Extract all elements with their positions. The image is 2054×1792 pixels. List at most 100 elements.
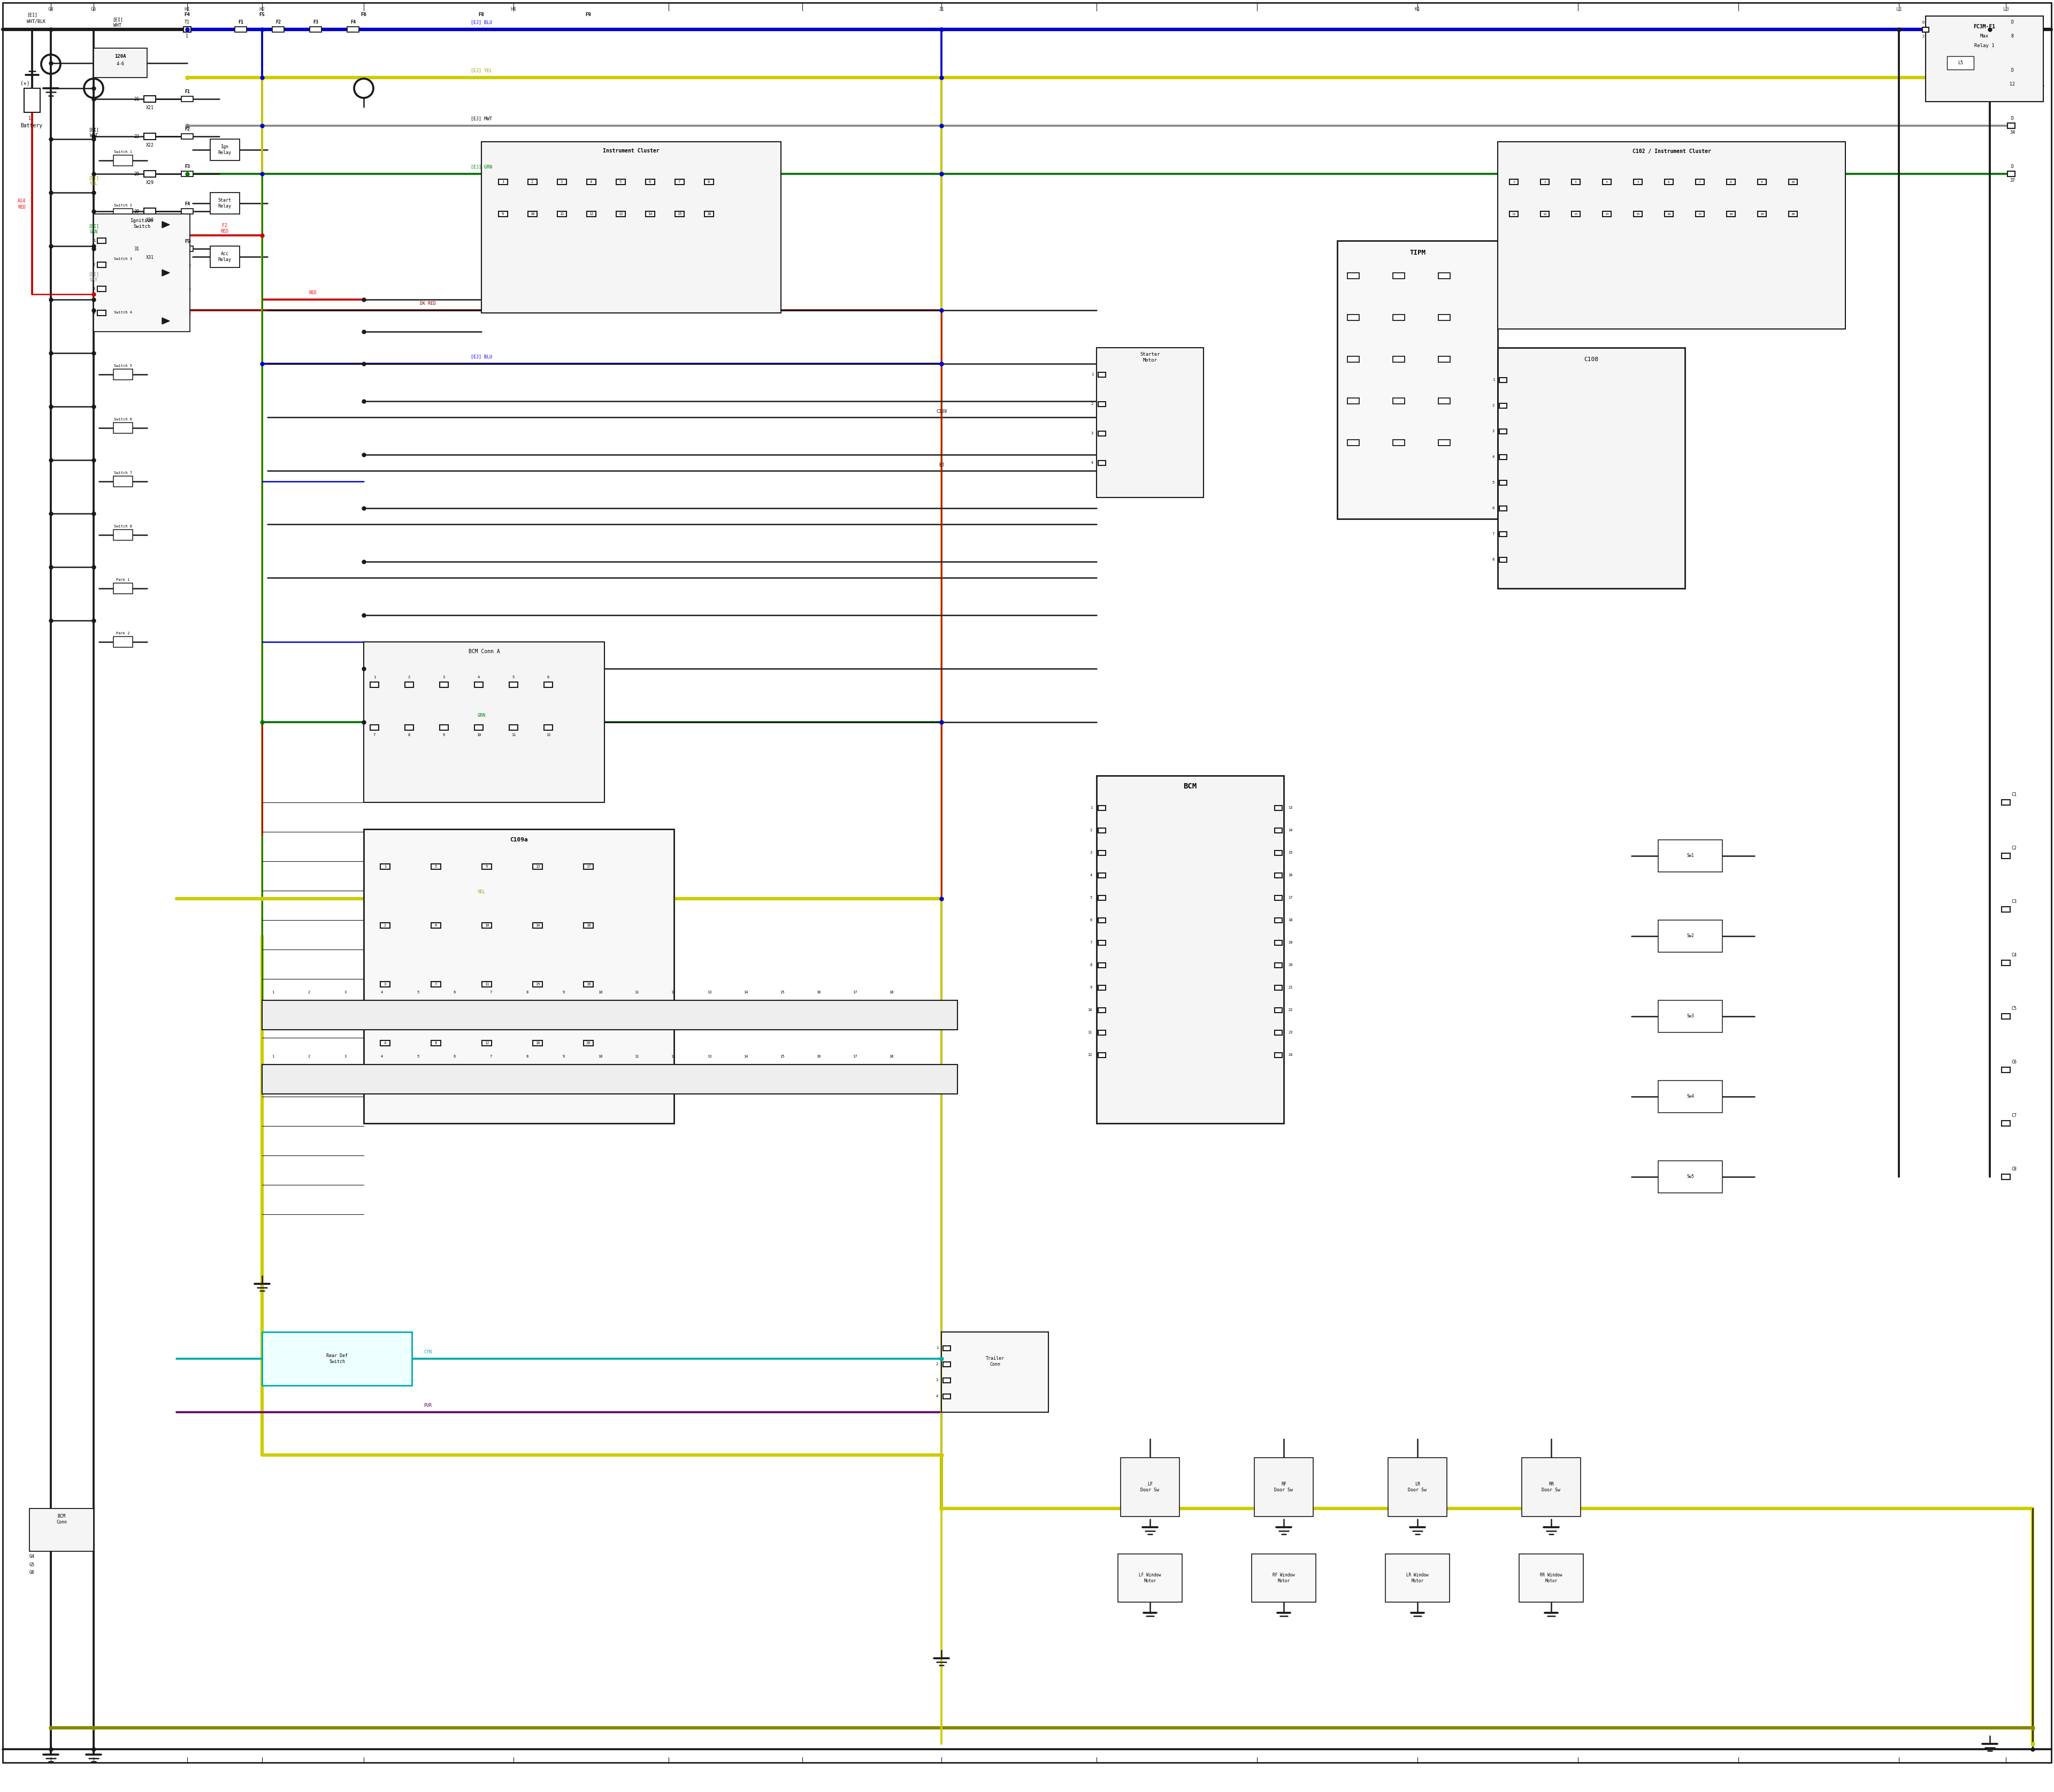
Text: 8: 8 xyxy=(435,1041,438,1045)
Text: 14: 14 xyxy=(1288,828,1292,831)
Text: C5: C5 xyxy=(2011,1007,2017,1011)
Bar xyxy=(370,683,378,688)
Text: Switch 5: Switch 5 xyxy=(113,364,131,367)
Bar xyxy=(1276,986,1282,989)
Text: X22: X22 xyxy=(146,143,154,147)
Text: 4: 4 xyxy=(479,676,481,679)
Text: Instrument Cluster: Instrument Cluster xyxy=(604,149,659,154)
Text: 14: 14 xyxy=(536,925,540,926)
Text: 8: 8 xyxy=(409,733,411,737)
Text: 12: 12 xyxy=(670,991,676,995)
Text: YEL: YEL xyxy=(477,889,485,894)
Bar xyxy=(1658,1161,1723,1193)
Bar xyxy=(1276,828,1282,833)
Bar xyxy=(676,211,684,217)
Bar xyxy=(1276,962,1282,968)
Bar xyxy=(1347,439,1360,446)
Text: 16: 16 xyxy=(1668,213,1670,215)
Bar xyxy=(1510,179,1518,185)
Bar xyxy=(1097,776,1284,1124)
Text: 15: 15 xyxy=(781,991,785,995)
Bar xyxy=(645,211,655,217)
Text: RR Window
Motor: RR Window Motor xyxy=(1540,1573,1563,1582)
Text: 10: 10 xyxy=(485,925,489,926)
Text: Switch 4: Switch 4 xyxy=(113,310,131,314)
Bar xyxy=(1276,849,1282,855)
Text: 2: 2 xyxy=(937,1362,939,1366)
Text: 7: 7 xyxy=(374,733,376,737)
Text: Sw2: Sw2 xyxy=(1686,934,1695,939)
Text: 6: 6 xyxy=(1091,919,1093,921)
Bar xyxy=(2007,75,2015,81)
Text: 15: 15 xyxy=(1288,851,1292,855)
Text: 18: 18 xyxy=(585,925,592,926)
Bar xyxy=(2001,1068,2011,1073)
Bar xyxy=(1658,1081,1723,1113)
Text: J1: J1 xyxy=(939,7,945,13)
Text: F4: F4 xyxy=(185,201,189,206)
Text: LF
Door Sw: LF Door Sw xyxy=(1140,1482,1158,1493)
Text: 4: 4 xyxy=(589,181,592,183)
Text: C8: C8 xyxy=(2011,1167,2017,1172)
Text: 2: 2 xyxy=(1491,403,1495,407)
Text: 22: 22 xyxy=(134,134,140,138)
Text: RED: RED xyxy=(18,204,25,210)
Polygon shape xyxy=(162,222,170,228)
Bar xyxy=(1497,348,1684,588)
Bar xyxy=(532,923,542,928)
Text: C1: C1 xyxy=(2011,792,2017,797)
Bar xyxy=(347,27,359,32)
Text: 1: 1 xyxy=(271,1055,273,1057)
Text: F4: F4 xyxy=(351,20,355,25)
Text: 29: 29 xyxy=(134,172,140,176)
Bar xyxy=(1664,179,1674,185)
Text: 17: 17 xyxy=(852,1055,857,1057)
Text: C108: C108 xyxy=(1584,357,1598,362)
Text: 20: 20 xyxy=(1791,213,1795,215)
Bar xyxy=(25,88,41,113)
Bar xyxy=(474,683,483,688)
Bar xyxy=(1947,56,1974,70)
Bar xyxy=(380,1041,390,1047)
Bar xyxy=(1276,873,1282,878)
Text: L1: L1 xyxy=(1896,7,1902,13)
Bar xyxy=(234,27,246,32)
Bar xyxy=(1438,357,1450,362)
Text: 2: 2 xyxy=(384,925,386,926)
Bar xyxy=(705,179,713,185)
Bar xyxy=(431,982,442,987)
Text: BCM
Conn: BCM Conn xyxy=(55,1514,68,1525)
Text: 3: 3 xyxy=(444,676,446,679)
Bar xyxy=(2007,124,2015,129)
Bar xyxy=(1540,179,1549,185)
Text: Park 1: Park 1 xyxy=(117,579,129,581)
Text: FC3M-F1: FC3M-F1 xyxy=(1974,23,1996,29)
Text: 15: 15 xyxy=(1635,213,1639,215)
Bar xyxy=(2001,853,2011,858)
Text: 14: 14 xyxy=(647,213,653,215)
Bar xyxy=(1337,240,1497,520)
Bar xyxy=(483,864,491,869)
Text: Relay 1: Relay 1 xyxy=(1974,43,1994,48)
Bar xyxy=(1099,849,1105,855)
Bar xyxy=(1347,314,1360,321)
Bar xyxy=(1276,941,1282,944)
Text: X21: X21 xyxy=(146,106,154,109)
Bar xyxy=(113,156,134,167)
Text: 5: 5 xyxy=(417,1055,419,1057)
Text: 12: 12 xyxy=(670,1055,676,1057)
Bar xyxy=(1276,1030,1282,1034)
Bar xyxy=(144,133,156,140)
Text: 13: 13 xyxy=(618,213,622,215)
Bar xyxy=(1522,1457,1582,1516)
Text: 6: 6 xyxy=(435,925,438,926)
Bar xyxy=(431,1041,442,1047)
Bar xyxy=(1758,211,1766,217)
Bar xyxy=(97,310,107,315)
Bar xyxy=(583,982,594,987)
Text: 3: 3 xyxy=(1491,430,1495,432)
Bar xyxy=(509,683,518,688)
Bar xyxy=(380,864,390,869)
Text: 3: 3 xyxy=(384,982,386,986)
Text: 18: 18 xyxy=(1288,919,1292,921)
